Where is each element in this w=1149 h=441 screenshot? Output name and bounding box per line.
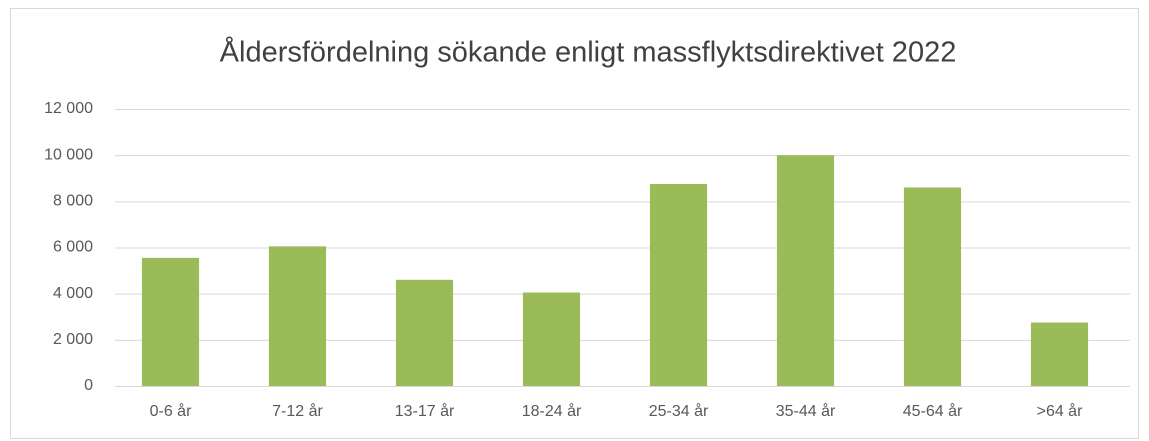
y-tick-label: 2 000: [53, 331, 93, 348]
bar: [141, 257, 200, 386]
bar: [522, 292, 581, 386]
x-tick-label: 35-44 år: [776, 402, 836, 420]
x-tick-label: 18-24 år: [522, 402, 582, 420]
y-tick-label: 6 000: [53, 239, 93, 256]
chart-title: Åldersfördelning sökande enligt massflyk…: [220, 36, 957, 69]
y-tick-label: 12 000: [44, 100, 93, 117]
bar: [649, 184, 708, 386]
bar: [1030, 322, 1089, 386]
bar: [776, 155, 835, 386]
x-tick-label: 45-64 år: [903, 402, 963, 420]
bar: [268, 246, 327, 386]
x-tick-label: 25-34 år: [649, 402, 709, 420]
bar: [903, 187, 962, 386]
y-tick-label: 0: [84, 377, 93, 394]
x-tick-label: >64 år: [1037, 402, 1083, 420]
x-tick-label: 0-6 år: [150, 402, 192, 420]
x-tick-label: 13-17 år: [395, 402, 455, 420]
y-tick-label: 8 000: [53, 193, 93, 210]
y-tick-label: 4 000: [53, 285, 93, 302]
x-tick-label: 7-12 år: [272, 402, 323, 420]
y-tick-label: 10 000: [44, 146, 93, 163]
bar: [395, 279, 454, 386]
